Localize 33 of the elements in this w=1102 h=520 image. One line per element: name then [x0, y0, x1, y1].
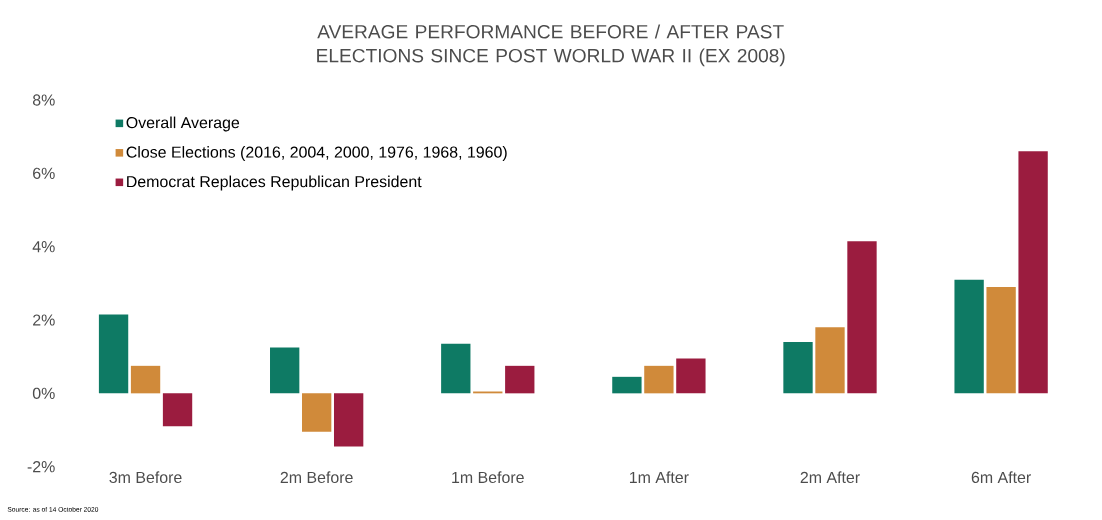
bar: [783, 342, 813, 394]
bar: [441, 343, 471, 394]
y-tick-label: 8%: [32, 94, 55, 106]
bar: [98, 314, 129, 394]
bar: [505, 365, 535, 394]
bar: [270, 347, 300, 394]
legend-label: Close Elections (2016, 2004, 2000, 1976, 1968, 1960): [126, 146, 507, 161]
x-tick-label: 1m After: [629, 471, 689, 484]
bar: [333, 393, 364, 447]
bar: [612, 376, 642, 394]
x-tick-label: 3m Before: [109, 471, 182, 484]
bar: [847, 241, 877, 394]
x-tick-label: 6m After: [971, 471, 1031, 484]
x-tick-label: 1m Before: [452, 471, 524, 484]
bar: [954, 279, 984, 394]
y-tick-label: 6%: [33, 167, 55, 179]
bar: [644, 365, 674, 394]
bar: [815, 327, 845, 394]
bar: [676, 358, 706, 394]
y-tick-label: 4%: [32, 241, 55, 253]
bar: [302, 393, 332, 432]
y-tick-label: 0%: [32, 387, 55, 399]
x-tick-label: 2m Before: [280, 471, 353, 484]
y-tick-label: -2%: [27, 461, 55, 473]
y-tick-label: 2%: [33, 314, 55, 326]
bar: [130, 365, 161, 394]
legend-label: Democrat Replaces Republican President: [127, 175, 422, 191]
legend-label: Overall Average: [126, 116, 240, 132]
x-tick-label: 2m After: [800, 471, 860, 484]
bar: [162, 393, 193, 427]
chart-title: AVERAGE PERFORMANCE BEFORE / AFTER PAST ELECTIONS SINCE POST WORLD WAR II (EX 2008): [317, 24, 785, 67]
bar: [986, 287, 1016, 394]
bar: [1018, 151, 1048, 394]
